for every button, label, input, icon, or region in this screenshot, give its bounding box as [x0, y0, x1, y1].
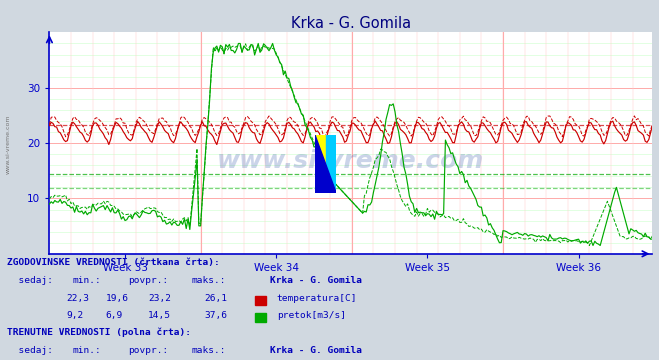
- Text: www.si-vreme.com: www.si-vreme.com: [5, 114, 11, 174]
- Text: temperatura[C]: temperatura[C]: [277, 294, 357, 303]
- Text: 22,3: 22,3: [66, 294, 89, 303]
- Text: 14,5: 14,5: [148, 311, 171, 320]
- Text: www.si-vreme.com: www.si-vreme.com: [217, 149, 484, 173]
- Text: pretok[m3/s]: pretok[m3/s]: [277, 311, 346, 320]
- Text: 9,2: 9,2: [66, 311, 83, 320]
- Text: 6,9: 6,9: [105, 311, 123, 320]
- Text: sedaj:: sedaj:: [7, 346, 53, 355]
- Text: 37,6: 37,6: [204, 311, 227, 320]
- Text: 23,2: 23,2: [148, 294, 171, 303]
- Text: TRENUTNE VREDNOSTI (polna črta):: TRENUTNE VREDNOSTI (polna črta):: [7, 327, 190, 337]
- Text: 19,6: 19,6: [105, 294, 129, 303]
- Bar: [315, 135, 326, 193]
- Text: min.:: min.:: [72, 346, 101, 355]
- Text: povpr.:: povpr.:: [129, 346, 169, 355]
- Text: Krka - G. Gomila: Krka - G. Gomila: [270, 346, 362, 355]
- Text: Krka - G. Gomila: Krka - G. Gomila: [270, 276, 362, 285]
- Text: maks.:: maks.:: [191, 346, 225, 355]
- Text: povpr.:: povpr.:: [129, 276, 169, 285]
- Text: min.:: min.:: [72, 276, 101, 285]
- Text: sedaj:: sedaj:: [7, 276, 53, 285]
- Text: ZGODOVINSKE VREDNOSTI (črtkana črta):: ZGODOVINSKE VREDNOSTI (črtkana črta):: [7, 258, 219, 267]
- Text: maks.:: maks.:: [191, 276, 225, 285]
- Polygon shape: [315, 135, 336, 193]
- Text: 26,1: 26,1: [204, 294, 227, 303]
- Bar: [326, 135, 336, 193]
- Title: Krka - G. Gomila: Krka - G. Gomila: [291, 16, 411, 31]
